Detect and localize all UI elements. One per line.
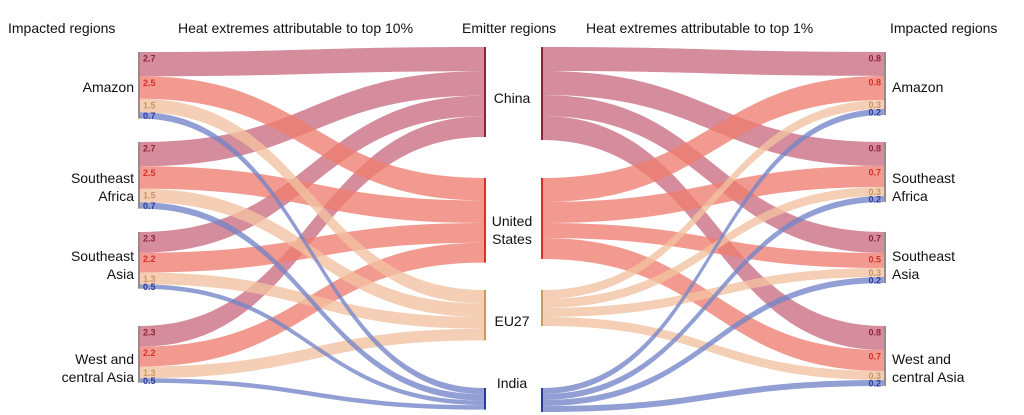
- flow-band-amazon-china-p1: [140, 47, 484, 77]
- flow-band-amazon-eu27-p2: [542, 100, 884, 299]
- value-label-southeast-asia-india-p1: 0.5: [143, 282, 156, 292]
- value-label-southeast-asia-india-p2: 0.2: [868, 276, 881, 286]
- flow-band-southeast-asia-china-p1: [140, 95, 484, 253]
- flow-band-west-and-central-asia-china-p1: [140, 116, 484, 347]
- flow-band-southeast-africa-eu27-p2: [542, 187, 884, 308]
- value-label-amazon-eu27-p2: 0.3: [868, 100, 881, 110]
- value-label-southeast-africa-united-states-p1: 2.5: [143, 168, 156, 178]
- value-label-southeast-asia-eu27-p2: 0.3: [868, 268, 881, 278]
- impacted-bar-amazon-p1: [138, 52, 140, 119]
- impacted-bar-southeast-asia-p2: [884, 232, 886, 283]
- value-label-west-and-central-asia-united-states-p2: 0.7: [868, 352, 881, 362]
- emitter-bar-united-states-p1: [484, 178, 486, 263]
- flow-band-west-and-central-asia-eu27-p2: [542, 317, 884, 380]
- flow-band-amazon-india-p1: [140, 112, 484, 395]
- flow-band-southeast-africa-india-p1: [140, 202, 484, 401]
- emitter-bar-eu27-p2: [541, 290, 543, 326]
- emitter-regions-header: Emitter regions: [462, 20, 557, 36]
- impacted-bar-amazon-p2: [884, 52, 886, 115]
- title-top-1-percent: Heat extremes attributable to top 1%: [586, 20, 814, 36]
- value-label-amazon-china-p2: 0.8: [868, 54, 881, 64]
- value-label-amazon-eu27-p1: 1.5: [143, 100, 156, 110]
- emitter-bar-india-p2: [541, 388, 543, 412]
- value-label-southeast-asia-eu27-p1: 1.3: [143, 274, 156, 284]
- impacted-bar-west-and-central-asia-p2: [884, 326, 886, 386]
- flow-band-amazon-eu27-p1: [140, 98, 484, 304]
- value-label-southeast-asia-china-p2: 0.7: [868, 234, 881, 244]
- value-label-west-and-central-asia-india-p2: 0.2: [868, 379, 881, 389]
- emitter-label-china: China: [493, 90, 531, 106]
- value-label-southeast-asia-china-p1: 2.3: [143, 234, 156, 244]
- flow-band-west-and-central-asia-eu27-p1: [140, 328, 484, 379]
- value-label-southeast-africa-eu27-p1: 1.5: [143, 190, 156, 200]
- flow-band-southeast-asia-china-p2: [542, 95, 884, 253]
- impacted-label-right-west-central-asia: West and central Asia: [892, 351, 965, 385]
- sankey-panel-1: 2.72.51.50.72.72.51.50.72.32.21.30.52.32…: [138, 47, 486, 410]
- impacted-bar-southeast-africa-p2: [884, 142, 886, 202]
- sankey-panel-2: 0.80.80.30.20.80.70.30.20.70.50.30.20.80…: [541, 47, 886, 412]
- emitter-bar-china-p1: [484, 47, 486, 137]
- value-label-west-and-central-asia-china-p2: 0.8: [868, 328, 881, 338]
- flow-band-west-and-central-asia-india-p1: [140, 378, 484, 410]
- value-label-west-and-central-asia-india-p1: 0.5: [143, 376, 156, 386]
- impacted-bar-west-and-central-asia-p1: [138, 326, 140, 383]
- flow-band-southeast-africa-united-states-p2: [542, 166, 884, 223]
- impacted-bar-southeast-africa-p1: [138, 142, 140, 209]
- value-label-southeast-africa-india-p2: 0.2: [868, 195, 881, 205]
- value-label-west-and-central-asia-eu27-p1: 1.3: [143, 368, 156, 378]
- impacted-label-left-southeast-asia: Southeast Asia: [70, 248, 134, 282]
- value-label-amazon-india-p1: 0.7: [143, 111, 156, 121]
- value-label-southeast-africa-eu27-p2: 0.3: [868, 187, 881, 197]
- emitter-bar-united-states-p2: [541, 178, 543, 259]
- value-label-southeast-asia-united-states-p1: 2.2: [143, 254, 156, 264]
- value-label-amazon-united-states-p2: 0.8: [868, 78, 881, 88]
- flow-band-amazon-china-p2: [542, 47, 884, 76]
- emitter-label-united-states: United States: [491, 213, 533, 247]
- value-label-southeast-africa-china-p1: 2.7: [143, 144, 156, 154]
- impacted-label-right-southeast-africa: Southeast Africa: [892, 170, 956, 204]
- flow-band-amazon-united-states-p2: [542, 76, 884, 202]
- value-label-southeast-africa-india-p1: 0.7: [143, 201, 156, 211]
- value-label-west-and-central-asia-china-p1: 2.3: [143, 328, 156, 338]
- impacted-label-left-west-central-asia: West and central Asia: [61, 351, 134, 385]
- flow-band-west-and-central-asia-china-p2: [542, 116, 884, 350]
- impacted-regions-header-left: Impacted regions: [8, 20, 116, 36]
- value-label-amazon-china-p1: 2.7: [143, 54, 156, 64]
- emitter-bar-eu27-p1: [484, 290, 486, 341]
- emitter-bar-china-p2: [541, 47, 543, 140]
- impacted-regions-header-right: Impacted regions: [890, 20, 998, 36]
- flow-band-southeast-asia-india-p1: [140, 284, 484, 406]
- value-label-amazon-united-states-p1: 2.5: [143, 78, 156, 88]
- title-top-10-percent: Heat extremes attributable to top 10%: [178, 20, 414, 36]
- impacted-label-left-amazon: Amazon: [82, 79, 134, 95]
- flow-band-west-and-central-asia-india-p2: [542, 380, 884, 412]
- flow-band-southeast-asia-eu27-p2: [542, 268, 884, 317]
- value-label-southeast-asia-united-states-p2: 0.5: [868, 255, 881, 265]
- flow-band-amazon-united-states-p1: [140, 76, 484, 201]
- impacted-bar-southeast-asia-p1: [138, 232, 140, 289]
- flow-band-southeast-africa-india-p2: [542, 196, 884, 400]
- impacted-label-right-amazon: Amazon: [892, 79, 944, 95]
- emitter-label-eu27: EU27: [494, 313, 530, 329]
- value-label-west-and-central-asia-eu27-p2: 0.3: [868, 371, 881, 381]
- impacted-label-right-southeast-asia: Southeast Asia: [892, 248, 956, 282]
- value-label-amazon-india-p2: 0.2: [868, 108, 881, 118]
- flow-band-amazon-india-p2: [542, 109, 884, 394]
- flow-band-west-and-central-asia-united-states-p2: [542, 238, 884, 371]
- value-label-southeast-africa-china-p2: 0.8: [868, 144, 881, 154]
- value-label-west-and-central-asia-united-states-p1: 2.2: [143, 348, 156, 358]
- emitter-label-india: India: [496, 375, 528, 391]
- emitter-bar-india-p1: [484, 388, 486, 410]
- value-label-southeast-africa-united-states-p2: 0.7: [868, 168, 881, 178]
- flow-band-southeast-asia-india-p2: [542, 277, 884, 406]
- impacted-label-left-southeast-africa: Southeast Africa: [70, 170, 134, 204]
